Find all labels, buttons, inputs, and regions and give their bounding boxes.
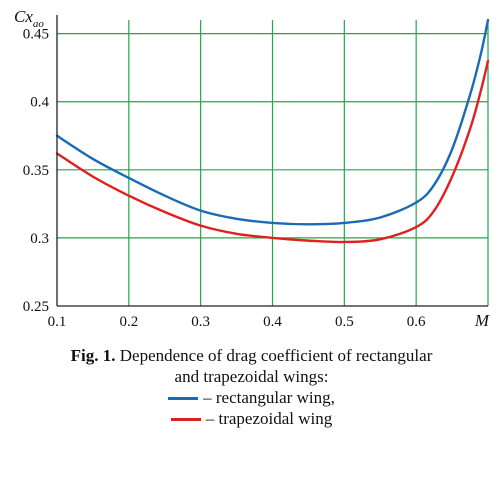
grid-lines <box>57 20 489 306</box>
x-tick-label: 0.1 <box>48 314 67 330</box>
tick-labels: 0.1 0.2 0.3 0.4 0.5 0.6 0.25 0.3 0.35 0.4 0.45 <box>23 27 426 330</box>
x-axis-title: M <box>474 311 490 330</box>
y-axis-title-main: Cx <box>14 7 33 26</box>
x-tick-label: 0.3 <box>191 314 210 330</box>
figure-caption: Fig. 1. Dependence of drag coefficient o… <box>0 345 503 429</box>
axes <box>56 15 488 307</box>
x-tick-label: 0.6 <box>407 314 426 330</box>
y-tick-label: 0.45 <box>23 27 49 43</box>
x-tick-label: 0.5 <box>335 314 354 330</box>
caption-line-1: Fig. 1. Dependence of drag coefficient o… <box>0 345 503 366</box>
caption-line-2: and trapezoidal wings: <box>174 367 329 386</box>
legend-item-rectangular: – rectangular wing, <box>0 387 503 408</box>
legend-swatch-trapezoidal <box>170 418 201 421</box>
drag-coefficient-chart: 0.1 0.2 0.3 0.4 0.5 0.6 0.25 0.3 0.35 0.4 0.45 M Cx… <box>14 7 490 330</box>
legend-item-trapezoidal: – trapezoidal wing <box>0 408 503 429</box>
legend-swatch-rectangular <box>168 397 199 400</box>
y-axis-title-subscript: ao <box>33 18 45 30</box>
y-axis-title: Cxao <box>14 7 44 30</box>
y-tick-label: 0.25 <box>23 299 49 315</box>
legend-label-rectangular: – rectangular wing, <box>203 388 335 407</box>
series-line-rectangular <box>55 18 490 226</box>
series-lines <box>55 18 490 244</box>
fig-label: Fig. 1. <box>70 346 116 365</box>
x-tick-label: 0.4 <box>263 314 282 330</box>
axis-titles: M Cxao <box>14 7 490 330</box>
y-tick-label: 0.35 <box>23 163 49 179</box>
x-tick-label: 0.2 <box>119 314 138 330</box>
y-tick-label: 0.3 <box>30 231 49 247</box>
caption-text-1: Dependence of drag coefficient of rectan… <box>115 346 433 365</box>
y-tick-label: 0.4 <box>30 95 49 111</box>
legend-label-trapezoidal: – trapezoidal wing <box>205 409 333 428</box>
series-line-trapezoidal <box>55 59 490 244</box>
